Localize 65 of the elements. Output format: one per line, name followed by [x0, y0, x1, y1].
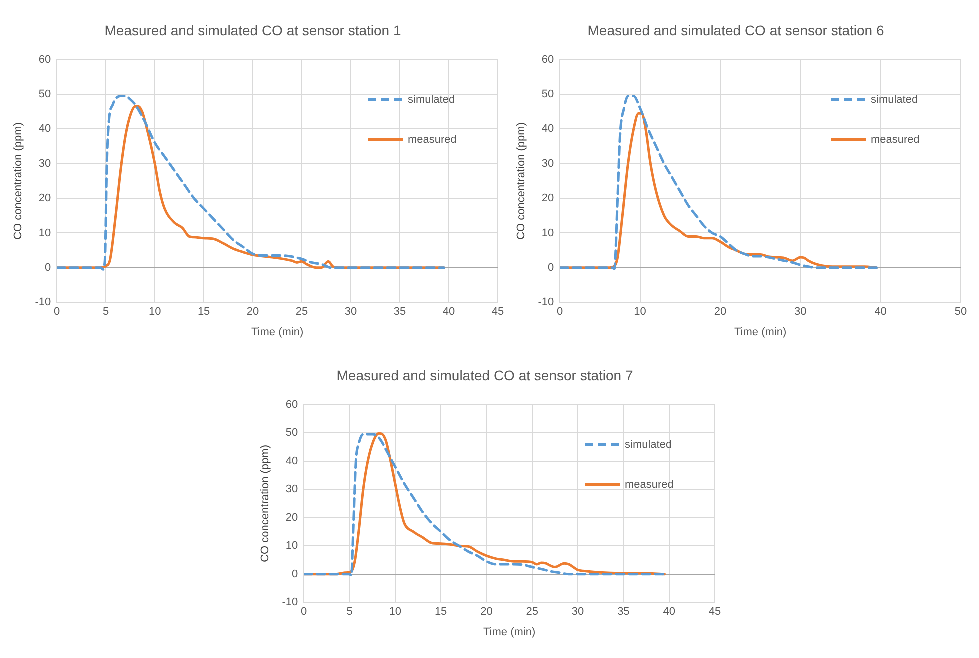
y-tick-label: 0 — [548, 262, 554, 274]
x-tick-label: 10 — [388, 606, 402, 618]
chart-title: Measured and simulated CO at sensor station 1 — [104, 22, 402, 38]
y-tick-label: 60 — [38, 54, 52, 66]
x-axis-title: Time (min) — [251, 326, 304, 338]
y-tick-label: 0 — [44, 262, 52, 274]
y-tick-label: 50 — [542, 88, 554, 101]
y-tick-label: 30 — [38, 158, 52, 170]
y-axis-title: CO concentration (ppm) — [259, 445, 272, 562]
y-tick-label: 20 — [285, 512, 298, 524]
y-tick-label: 60 — [285, 398, 298, 411]
x-tick-label: 40 — [662, 606, 675, 618]
x-tick-label: 0 — [557, 306, 564, 318]
legend-label: simulated — [624, 438, 672, 451]
x-tick-label: 10 — [148, 306, 162, 318]
x-tick-label: 30 — [344, 306, 358, 318]
x-tick-label: 25 — [296, 306, 308, 318]
y-tick-label: 30 — [285, 484, 298, 496]
y-tick-label: 10 — [285, 540, 298, 552]
y-tick-label: 10 — [38, 227, 52, 240]
x-tick-label: 0 — [300, 606, 307, 618]
legend-label: simulated — [871, 94, 918, 106]
y-tick-label: 0 — [291, 568, 298, 580]
x-tick-label: 5 — [103, 306, 110, 318]
x-axis-title: Time (min) — [734, 326, 787, 338]
chart-title: Measured and simulated CO at sensor station 7 — [336, 367, 633, 384]
x-axis-title: Time (min) — [482, 626, 536, 638]
x-tick-label: 30 — [571, 606, 584, 618]
y-tick-label: 50 — [285, 427, 298, 440]
chart-title: Measured and simulated CO at sensor station 6 — [588, 22, 884, 38]
x-tick-label: 20 — [246, 306, 260, 318]
x-tick-label: 35 — [394, 306, 406, 318]
y-axis-title: CO concentration (ppm) — [12, 122, 25, 240]
y-tick-label: 20 — [38, 192, 52, 205]
y-axis-title: CO concentration (ppm) — [516, 122, 528, 240]
y-tick-label: 20 — [542, 192, 554, 205]
y-tick-label: 30 — [542, 158, 554, 170]
x-tick-label: 30 — [794, 306, 807, 318]
y-tick-label: 50 — [38, 88, 52, 101]
y-tick-label: 60 — [542, 54, 554, 66]
y-tick-label: 40 — [542, 123, 554, 136]
y-tick-label: 40 — [38, 123, 52, 136]
legend-label: simulated — [408, 94, 456, 106]
x-tick-label: 40 — [442, 306, 456, 318]
y-tick-label: -10 — [282, 596, 298, 609]
legend-label: measured — [871, 134, 920, 146]
x-tick-label: 10 — [634, 306, 646, 318]
x-tick-label: 5 — [346, 606, 352, 618]
x-tick-label: 20 — [480, 606, 492, 618]
x-tick-label: 50 — [954, 306, 968, 318]
y-tick-label: 10 — [542, 227, 554, 240]
legend-label: measured — [624, 478, 674, 491]
x-tick-label: 40 — [874, 306, 887, 318]
legend-label: measured — [408, 134, 457, 146]
x-tick-label: 25 — [526, 606, 538, 618]
x-tick-label: 15 — [434, 606, 447, 618]
x-tick-label: 15 — [198, 306, 210, 318]
y-tick-label: -10 — [35, 296, 52, 309]
y-tick-label: -10 — [538, 296, 554, 309]
x-tick-label: 0 — [54, 306, 60, 318]
x-tick-label: 45 — [708, 606, 721, 618]
x-tick-label: 20 — [714, 306, 727, 318]
y-tick-label: 40 — [285, 455, 298, 468]
x-tick-label: 35 — [617, 606, 630, 618]
x-tick-label: 45 — [492, 306, 504, 318]
